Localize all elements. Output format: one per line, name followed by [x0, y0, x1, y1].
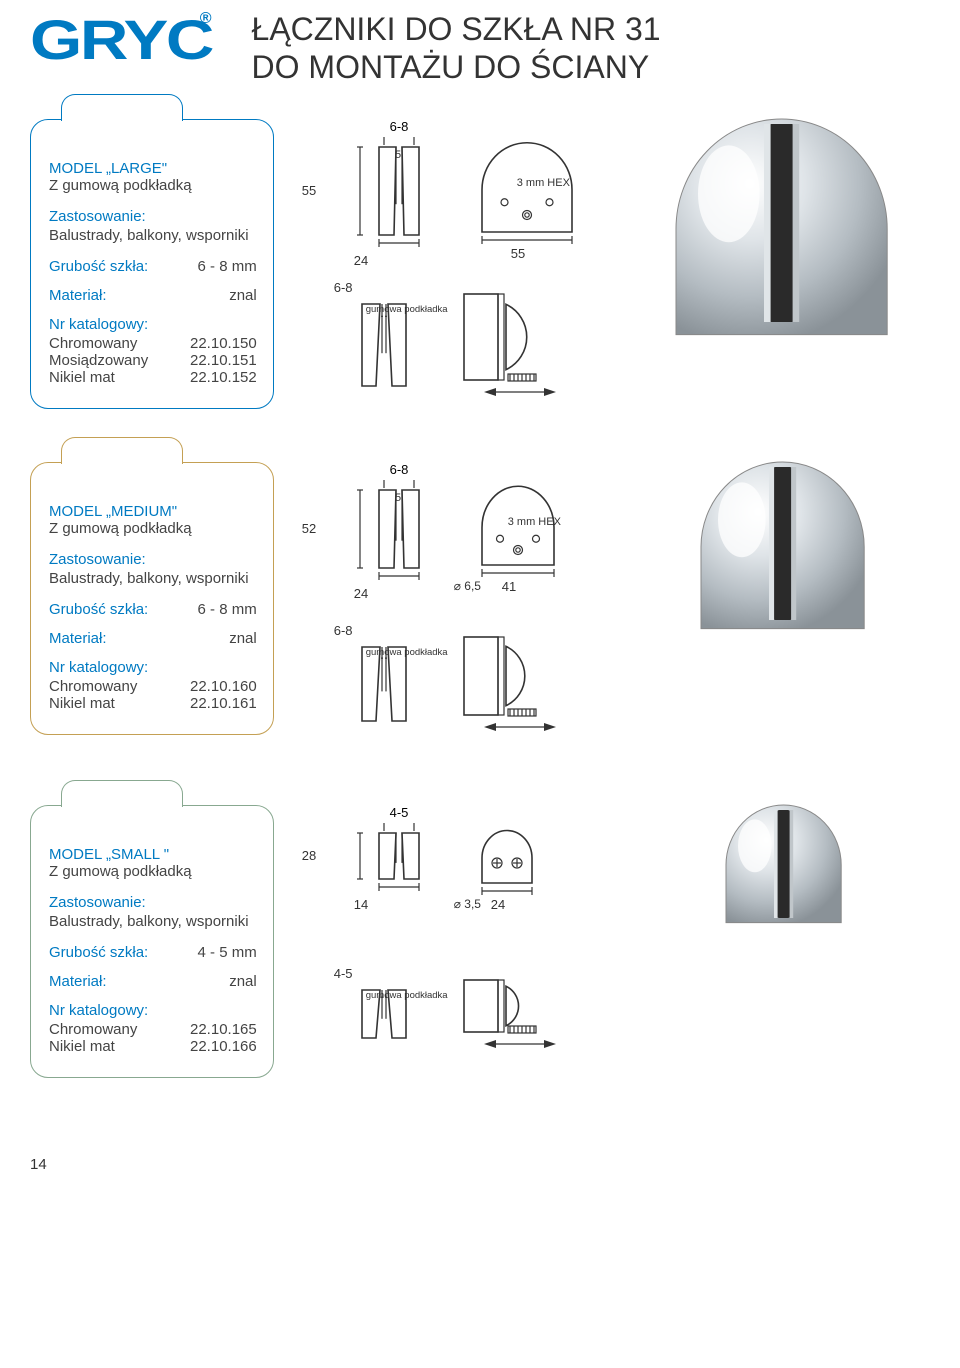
catalog-row: Mosiądzowany22.10.151	[49, 352, 257, 369]
product-row: MODEL „MEDIUM" Z gumową podkładką Zastos…	[30, 462, 930, 773]
rubber-label: gumowa podkładka	[366, 990, 448, 1001]
dim-hole: ⌀ 3,5	[454, 897, 481, 911]
title-line2: DO MONTAŻU DO ŚCIANY	[252, 48, 661, 86]
material-row: Materiał:znal	[49, 973, 257, 990]
svg-text:6-8: 6-8	[389, 462, 408, 477]
diagram-face	[464, 127, 594, 252]
dim-face-width: 41	[502, 579, 516, 594]
product-photo-wrap	[642, 805, 930, 935]
material-row: Materiał:znal	[49, 630, 257, 647]
brand-logo: GRYC ®	[30, 12, 212, 68]
model-subtitle: Z gumową podkładką	[49, 177, 257, 194]
dim-height: 28	[302, 848, 316, 863]
model-subtitle: Z gumową podkładką	[49, 520, 257, 537]
product-row: MODEL „SMALL " Z gumową podkładką Zastos…	[30, 805, 930, 1116]
catalog-label: Nr katalogowy:	[49, 659, 257, 676]
model-name: MODEL „MEDIUM"	[49, 503, 257, 520]
hex-label: 3 mm HEX	[517, 177, 570, 189]
application-label: Zastosowanie:	[49, 551, 257, 568]
diagram-mount	[444, 972, 614, 1044]
hex-label: 3 mm HEX	[508, 516, 561, 528]
diagram-front: 6-8	[324, 462, 474, 580]
page-header: GRYC ® ŁĄCZNIKI DO SZKŁA NR 31 DO MONTAŻ…	[30, 12, 930, 87]
catalog-row: Nikiel mat22.10.161	[49, 695, 257, 712]
product-photo	[691, 462, 881, 642]
dim-face-width: 24	[491, 897, 505, 912]
dim-height: 52	[302, 521, 316, 536]
model-subtitle: Z gumową podkładką	[49, 863, 257, 880]
page-title: ŁĄCZNIKI DO SZKŁA NR 31 DO MONTAŻU DO ŚC…	[252, 10, 661, 87]
dim-face-width: 55	[511, 246, 525, 261]
diagram-front: 4-5	[324, 805, 474, 891]
page-number: 14	[30, 1156, 930, 1173]
svg-text:6-8: 6-8	[389, 119, 408, 134]
product-row: MODEL „LARGE" Z gumową podkładką Zastoso…	[30, 119, 930, 430]
dim-hole: ⌀ 6,5	[454, 579, 481, 593]
catalog-row: Chromowany22.10.150	[49, 335, 257, 352]
dim-side-gap: 6-8	[334, 280, 353, 295]
thickness-row: Grubość szkła:4 - 5 mm	[49, 944, 257, 961]
thickness-row: Grubość szkła:6 - 8 mm	[49, 601, 257, 618]
application-text: Balustrady, balkony, wsporniki	[49, 570, 257, 587]
application-text: Balustrady, balkony, wsporniki	[49, 227, 257, 244]
dim-base: 24	[354, 253, 368, 268]
info-card: MODEL „MEDIUM" Z gumową podkładką Zastos…	[30, 462, 274, 735]
catalog-list: Chromowany22.10.165Nikiel mat22.10.166	[49, 1021, 257, 1055]
catalog-row: Chromowany22.10.165	[49, 1021, 257, 1038]
rubber-label: gumowa podkładka	[366, 647, 448, 658]
application-label: Zastosowanie:	[49, 208, 257, 225]
dim-height: 55	[302, 183, 316, 198]
svg-text:4-5: 4-5	[389, 805, 408, 820]
model-name: MODEL „SMALL "	[49, 846, 257, 863]
product-photo	[716, 805, 856, 935]
rubber-label: gumowa podkładka	[366, 304, 448, 315]
catalog-list: Chromowany22.10.150Mosiądzowany22.10.151…	[49, 335, 257, 386]
application-text: Balustrady, balkony, wsporniki	[49, 913, 257, 930]
dim-side-gap: 4-5	[334, 966, 353, 981]
info-card: MODEL „SMALL " Z gumową podkładką Zastos…	[30, 805, 274, 1078]
product-photo-wrap	[642, 119, 930, 349]
product-photo-wrap	[642, 462, 930, 642]
diagram-mount	[444, 286, 614, 392]
thickness-row: Grubość szkła:6 - 8 mm	[49, 258, 257, 275]
model-name: MODEL „LARGE"	[49, 160, 257, 177]
info-card: MODEL „LARGE" Z gumową podkładką Zastoso…	[30, 119, 274, 409]
diagram-group: 55 18,5 24 6-8 3 mm HEX 55 6-8 gumowa po…	[294, 119, 622, 430]
diagram-front: 6-8	[324, 119, 474, 247]
diagram-group: 52 20,5 24 6-8 3 mm HEX 41 ⌀ 6,5 6-8 gum…	[294, 462, 622, 773]
diagram-mount	[444, 629, 614, 727]
catalog-label: Nr katalogowy:	[49, 316, 257, 333]
dim-base: 24	[354, 586, 368, 601]
application-label: Zastosowanie:	[49, 894, 257, 911]
catalog-row: Nikiel mat22.10.166	[49, 1038, 257, 1055]
title-line1: ŁĄCZNIKI DO SZKŁA NR 31	[252, 10, 661, 48]
diagram-face	[464, 813, 554, 903]
diagram-group: 28 9 14 4-5 24 ⌀ 3,5 4-5 gumowa podkładk…	[294, 805, 622, 1116]
catalog-label: Nr katalogowy:	[49, 1002, 257, 1019]
catalog-row: Nikiel mat22.10.152	[49, 369, 257, 386]
catalog-row: Chromowany22.10.160	[49, 678, 257, 695]
dim-base: 14	[354, 897, 368, 912]
logo-text: GRYC	[30, 12, 212, 68]
dim-side-gap: 6-8	[334, 623, 353, 638]
material-row: Materiał:znal	[49, 287, 257, 304]
catalog-list: Chromowany22.10.160Nikiel mat22.10.161	[49, 678, 257, 712]
product-photo	[666, 119, 906, 349]
